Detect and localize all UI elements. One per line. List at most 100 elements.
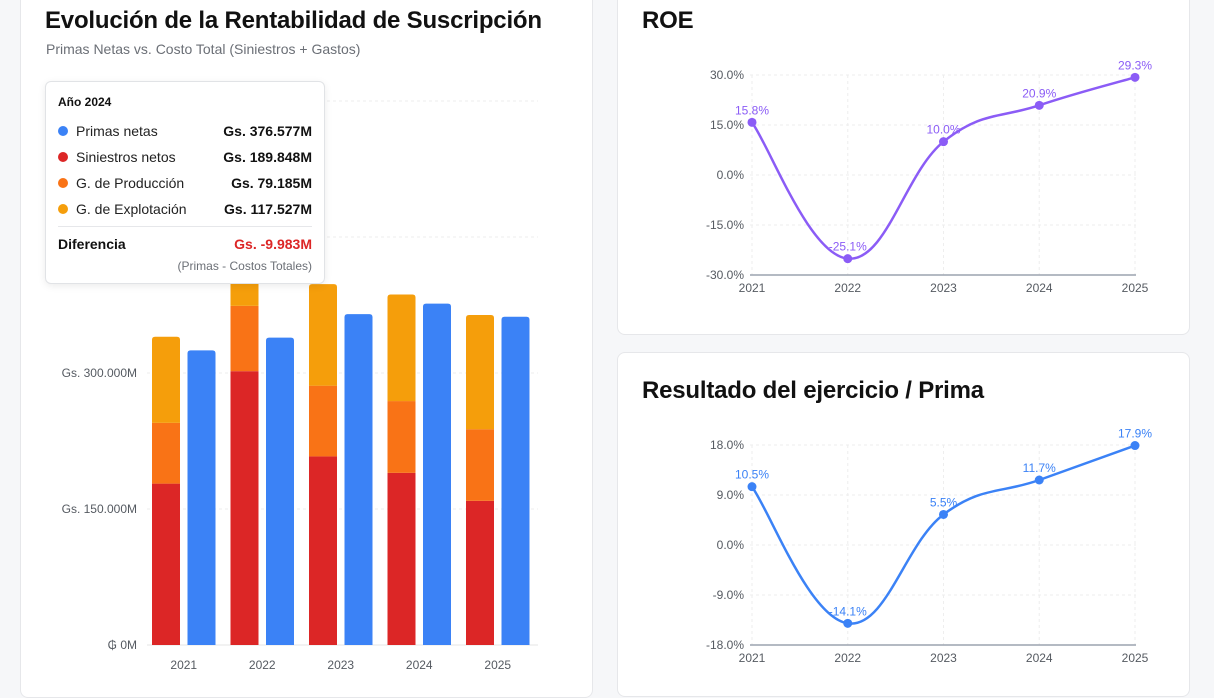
explotacion-dot-icon xyxy=(58,204,68,214)
series-line xyxy=(750,444,1136,625)
tooltip-row-siniestros: Siniestros netos Gs. 189.848M xyxy=(58,144,312,170)
data-point[interactable] xyxy=(939,509,948,519)
x-tick-label: 2024 xyxy=(406,658,433,672)
x-tick-label: 2021 xyxy=(739,281,766,295)
data-point[interactable] xyxy=(939,137,948,147)
bar-segment[interactable] xyxy=(387,294,416,402)
data-point[interactable] xyxy=(1130,72,1140,82)
tooltip-row-label: G. de Producción xyxy=(76,175,185,191)
data-label: 10.5% xyxy=(735,468,769,482)
bar-primas[interactable] xyxy=(344,314,373,645)
tooltip-row-label: G. de Explotación xyxy=(76,201,187,217)
bar-primas[interactable] xyxy=(423,303,451,645)
x-tick-label: 2025 xyxy=(1122,651,1149,665)
y-tick-label: -9.0% xyxy=(713,588,745,602)
data-point[interactable] xyxy=(843,618,853,628)
bar-segment[interactable] xyxy=(152,336,180,423)
bar-primas[interactable] xyxy=(501,316,530,645)
produccion-dot-icon xyxy=(58,178,68,188)
data-label: 17.9% xyxy=(1118,427,1152,441)
x-tick-label: 2021 xyxy=(170,658,197,672)
bar-segment[interactable] xyxy=(387,401,416,473)
chart-tooltip: Año 2024 Primas netas Gs. 376.577M Sinie… xyxy=(45,81,325,284)
x-tick-label: 2022 xyxy=(834,281,861,295)
tooltip-difference-label: Diferencia xyxy=(58,236,126,252)
roe-chart-title: ROE xyxy=(642,7,694,34)
tooltip-row-produccion: G. de Producción Gs. 79.185M xyxy=(58,170,312,196)
bar-segment[interactable] xyxy=(387,472,416,645)
x-tick-label: 2022 xyxy=(834,651,861,665)
y-tick-label: 30.0% xyxy=(710,68,744,82)
data-point[interactable] xyxy=(843,254,853,264)
data-point[interactable] xyxy=(747,117,757,127)
line-charts: -30.0% -15.0% 0.0% 15.0% 30.0% 2021 2022 2023 20… xyxy=(706,58,1152,665)
x-tick-label: 2021 xyxy=(739,651,766,665)
y-tick-label: -15.0% xyxy=(706,218,744,232)
y-tick-label: 0.0% xyxy=(717,538,745,552)
tooltip-row-explotacion: G. de Explotación Gs. 117.527M xyxy=(58,196,312,222)
bar-segment[interactable] xyxy=(466,314,494,430)
y-tick-label: 15.0% xyxy=(710,118,744,132)
bar-chart: ₲ 0M Gs. 150.000M Gs. 300.000M 2021 2022 2023… xyxy=(62,100,538,672)
roe-card: ROE xyxy=(617,0,1190,335)
siniestros-dot-icon xyxy=(58,152,68,162)
x-tick-label: 2023 xyxy=(930,651,957,665)
tooltip-note: (Primas - Costos Totales) xyxy=(177,259,312,273)
y-tick-label: 0.0% xyxy=(717,168,745,182)
tooltip-row-value: Gs. 376.577M xyxy=(223,123,312,139)
tooltip-difference-value: Gs. -9.983M xyxy=(234,236,312,252)
x-tick-label: 2025 xyxy=(484,658,511,672)
data-point[interactable] xyxy=(747,482,757,492)
data-label: -25.1% xyxy=(829,240,867,254)
y-tick-label: Gs. 150.000M xyxy=(62,502,137,516)
tooltip-divider xyxy=(58,226,312,227)
tooltip-row-value: Gs. 79.185M xyxy=(231,175,312,191)
data-label: 11.7% xyxy=(1023,461,1056,475)
y-tick-label: -30.0% xyxy=(706,268,744,282)
data-point[interactable] xyxy=(1034,100,1044,110)
main-chart-subtitle: Primas Netas vs. Costo Total (Siniestros… xyxy=(46,41,361,57)
tooltip-row-value: Gs. 189.848M xyxy=(223,149,312,165)
bar-segment[interactable] xyxy=(152,483,180,645)
x-tick-label: 2024 xyxy=(1026,281,1053,295)
bar-primas[interactable] xyxy=(266,337,294,645)
resultado-card: Resultado del ejercicio / Prima xyxy=(617,352,1190,697)
y-tick-label: 9.0% xyxy=(717,488,745,502)
y-tick-label: 18.0% xyxy=(710,438,744,452)
resultado-chart-title: Resultado del ejercicio / Prima xyxy=(642,377,984,404)
main-chart-title: Evolución de la Rentabilidad de Suscripc… xyxy=(45,7,542,34)
bar-segment[interactable] xyxy=(466,500,494,645)
x-tick-label: 2023 xyxy=(930,281,957,295)
data-label: 20.9% xyxy=(1022,86,1056,100)
data-label: 5.5% xyxy=(930,495,958,509)
x-tick-label: 2024 xyxy=(1026,651,1053,665)
tooltip-title: Año 2024 xyxy=(58,95,112,109)
series-line xyxy=(750,76,1136,260)
y-tick-label: -18.0% xyxy=(706,638,744,652)
tooltip-row-primas: Primas netas Gs. 376.577M xyxy=(58,118,312,144)
data-point[interactable] xyxy=(1034,475,1044,485)
bar-segment[interactable] xyxy=(230,305,259,372)
y-tick-label: ₲ 0M xyxy=(108,638,137,652)
data-point[interactable] xyxy=(1130,441,1140,451)
bar-segment[interactable] xyxy=(230,371,259,645)
data-label: -14.1% xyxy=(829,604,867,618)
bar-segment[interactable] xyxy=(309,456,337,645)
data-label: 29.3% xyxy=(1118,58,1152,72)
bar-segment[interactable] xyxy=(309,385,337,457)
data-label: 15.8% xyxy=(735,103,769,117)
tooltip-row-label: Siniestros netos xyxy=(76,149,176,165)
data-label: 10.0% xyxy=(926,123,960,137)
x-tick-label: 2025 xyxy=(1122,281,1149,295)
bar-primas[interactable] xyxy=(187,350,216,645)
x-tick-label: 2023 xyxy=(327,658,354,672)
x-tick-label: 2022 xyxy=(249,658,276,672)
bar-segment[interactable] xyxy=(466,429,494,501)
bar-segment[interactable] xyxy=(309,284,337,386)
tooltip-row-value: Gs. 117.527M xyxy=(224,201,312,217)
primas-dot-icon xyxy=(58,126,68,136)
bar-segment[interactable] xyxy=(152,422,180,484)
y-tick-label: Gs. 300.000M xyxy=(62,366,137,380)
tooltip-row-label: Primas netas xyxy=(76,123,158,139)
tooltip-difference-row: Diferencia Gs. -9.983M xyxy=(58,233,312,255)
